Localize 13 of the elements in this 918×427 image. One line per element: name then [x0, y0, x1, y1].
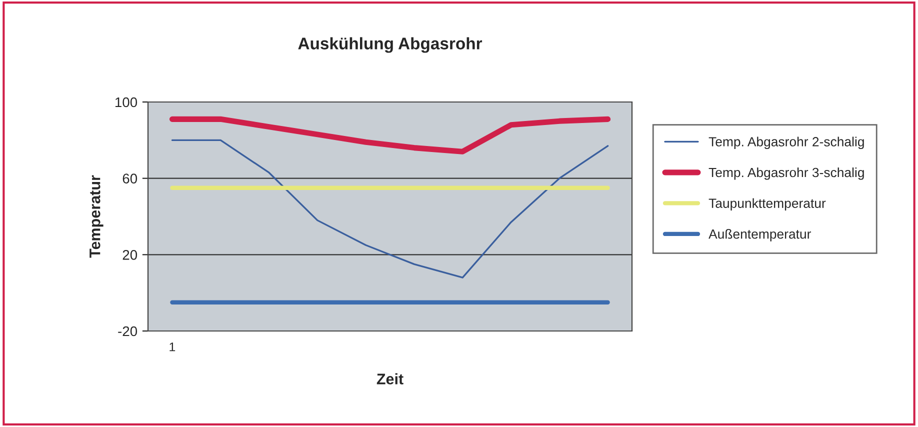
y-tick-label: 20: [122, 250, 138, 260]
legend-label: Temp. Abgasrohr 3-schalig: [708, 167, 864, 180]
y-tick-label: -20: [118, 326, 138, 336]
y-tick-label: 100: [115, 97, 138, 108]
x-axis-title: Zeit: [376, 373, 404, 384]
line-series: [171, 139, 609, 278]
legend-label: Temp. Abgasrohr 2-schalig: [708, 136, 864, 150]
x-tick-label: 1: [170, 342, 176, 352]
y-axis-title: Temperatur: [90, 175, 104, 258]
chart-title: Auskühlung Abgasrohr: [298, 37, 482, 53]
y-tick-label: 60: [122, 174, 138, 184]
legend-label: Taupunkttemperatur: [708, 198, 826, 211]
legend-label: Außentemperatur: [708, 229, 811, 242]
